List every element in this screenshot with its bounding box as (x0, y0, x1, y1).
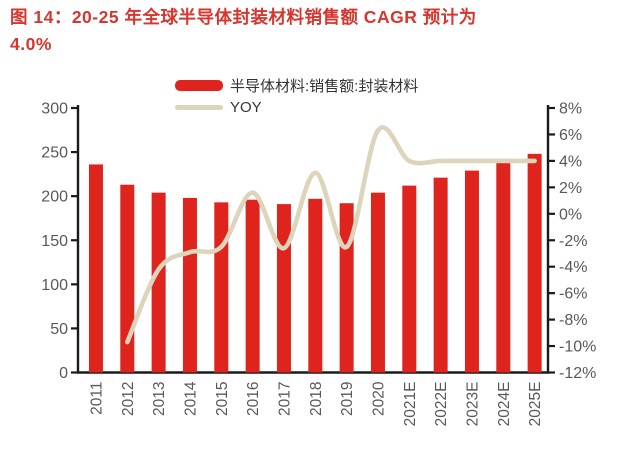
bar-2015 (214, 202, 229, 373)
right-axis-label: 6% (559, 127, 582, 144)
legend-item-line: YOY (175, 96, 418, 118)
legend-item-bar: 半导体材料:销售额:封装材料 (175, 74, 418, 96)
left-axis-label: 200 (41, 189, 68, 206)
left-axis-label: 300 (41, 101, 68, 118)
right-axis-label: -12% (559, 365, 596, 382)
right-axis-label: -4% (559, 259, 587, 276)
x-axis-label-2025E: 2025E (527, 382, 544, 427)
bar-2024E (496, 162, 511, 373)
x-axis-label-2018: 2018 (308, 382, 325, 416)
x-axis-label-2014: 2014 (182, 381, 199, 416)
x-axis-label-2023E: 2023E (464, 382, 481, 427)
right-axis-label: -8% (559, 312, 587, 329)
x-axis-label-2012: 2012 (120, 382, 137, 416)
x-axis-label-2011: 2011 (88, 382, 105, 415)
line-series-label: YOY (230, 98, 262, 116)
right-axis-label: -10% (559, 339, 596, 356)
x-axis-label-2019: 2019 (339, 382, 356, 416)
x-axis-label-2017: 2017 (276, 382, 293, 416)
chart-legend: 半导体材料:销售额:封装材料 YOY (175, 74, 418, 118)
bar-2014 (182, 197, 197, 373)
bar-2011 (88, 164, 103, 373)
bar-2019 (339, 203, 354, 373)
chart-title: 图 14：20-25 年全球半导体封装材料销售额 CAGR 预计为 4.0% (10, 4, 632, 58)
bar-series-label: 半导体材料:销售额:封装材料 (230, 77, 419, 95)
right-axis-label: 0% (559, 206, 582, 223)
bar-2022E (433, 177, 448, 373)
bar-2018 (308, 198, 323, 373)
bar-2017 (276, 204, 291, 373)
x-axis-label-2022E: 2022E (433, 382, 450, 427)
x-axis-label-2021E: 2021E (402, 382, 419, 427)
bar-2025E (527, 153, 542, 373)
left-axis-label: 150 (41, 233, 68, 250)
right-axis-label: -2% (559, 233, 587, 250)
x-axis-label-2015: 2015 (214, 382, 231, 416)
bar-2023E (464, 170, 479, 373)
right-axis-label: 4% (559, 153, 582, 170)
x-axis-label-2024E: 2024E (496, 382, 513, 427)
x-axis-label-2013: 2013 (151, 382, 168, 416)
left-axis-label: 100 (41, 277, 68, 294)
bar-2016 (245, 199, 260, 373)
right-axis-label: 8% (559, 101, 582, 118)
line-series-swatch (175, 104, 223, 110)
chart-title-line2: 4.0% (10, 34, 52, 54)
yoy-line (125, 125, 537, 345)
bar-2021E (402, 185, 417, 373)
left-axis-label: 250 (41, 145, 68, 162)
bar-series-swatch (175, 79, 223, 91)
x-axis-label-2016: 2016 (245, 382, 262, 416)
right-axis-label: 2% (559, 180, 582, 197)
left-axis-label: 50 (50, 321, 68, 338)
bar-2013 (151, 192, 166, 373)
right-axis-label: -6% (559, 286, 587, 303)
bar-2020 (370, 192, 385, 373)
x-axis-label-2020: 2020 (370, 381, 387, 416)
bar-2012 (120, 184, 135, 373)
chart-title-line1: 图 14：20-25 年全球半导体封装材料销售额 CAGR 预计为 (10, 7, 477, 27)
left-axis-label: 0 (59, 365, 68, 382)
